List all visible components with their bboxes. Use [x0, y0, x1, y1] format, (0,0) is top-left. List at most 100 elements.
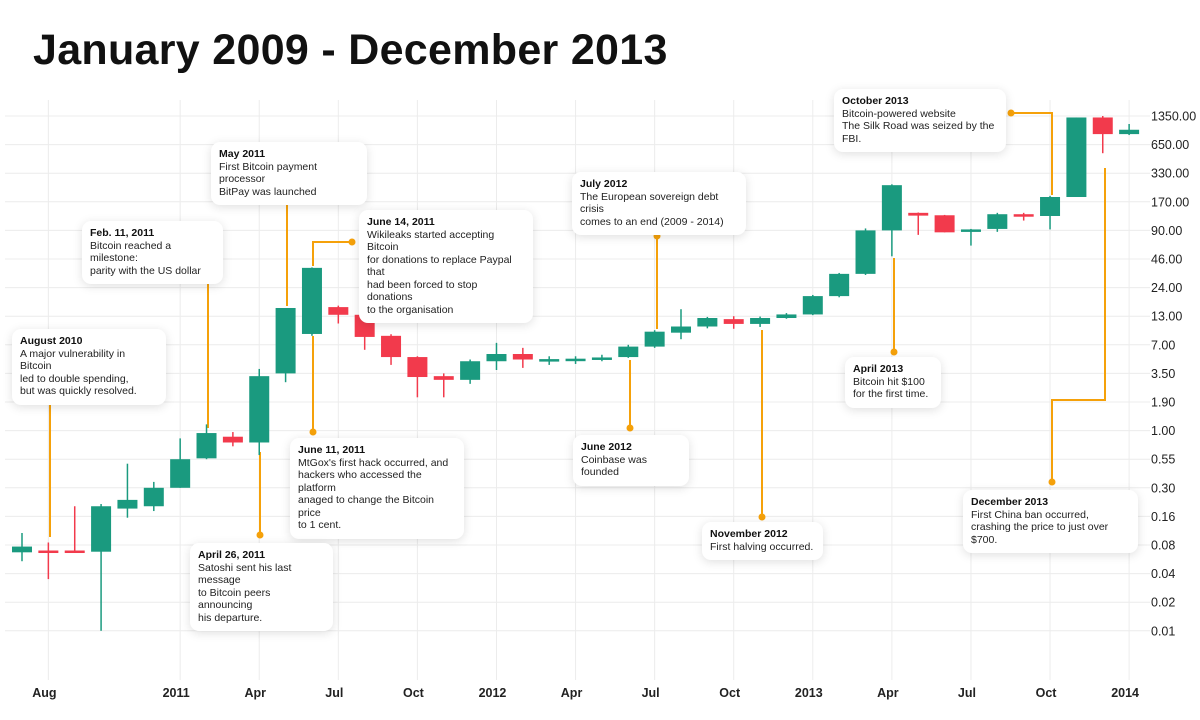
annotation-connectors — [49, 112, 1106, 537]
connector-oct-2013 — [1011, 112, 1053, 195]
x-tick-label: Apr — [244, 686, 266, 700]
x-tick-label: Apr — [877, 686, 899, 700]
annotation-jul-2012: July 2012 The European sovereign debt cr… — [572, 172, 746, 235]
candle — [591, 354, 612, 362]
candle — [170, 438, 191, 488]
annotation-date: December 2013 — [971, 496, 1049, 508]
candle — [512, 347, 533, 368]
y-tick-label: 650.00 — [1151, 138, 1189, 152]
annotation-text: First halving occurred. — [710, 540, 814, 553]
candle — [196, 424, 217, 460]
candle — [1040, 195, 1061, 230]
candle — [750, 316, 771, 327]
annotation-text: A major vulnerability in Bitcoin led to … — [20, 347, 137, 398]
candle-body — [987, 214, 1008, 229]
candle-body — [644, 331, 665, 347]
annotation-date: May 2011 — [219, 148, 266, 160]
candle-body — [12, 546, 32, 553]
annotation-text: Coinbase was founded — [581, 453, 647, 479]
candle — [855, 228, 876, 275]
annotation-date: June 14, 2011 — [367, 216, 435, 228]
annotation-apr-2011: April 26, 2011 Satoshi sent his last mes… — [190, 543, 333, 631]
annotation-dot — [348, 238, 356, 246]
annotation-date: April 26, 2011 — [198, 549, 266, 561]
candle — [381, 334, 402, 365]
candle-body — [934, 215, 955, 233]
candle-body — [908, 212, 929, 216]
candle-body — [539, 359, 560, 362]
candle-body — [407, 357, 428, 378]
candle — [275, 307, 296, 383]
x-tick-label: Jul — [325, 686, 343, 700]
candle-body — [1119, 129, 1140, 135]
x-tick-label: Oct — [403, 686, 425, 700]
candle — [908, 212, 929, 235]
candle-body — [249, 376, 270, 443]
candle — [671, 309, 691, 340]
annotation-nov-2012: November 2012 First halving occurred. — [702, 522, 823, 560]
x-tick-label: Aug — [32, 686, 56, 700]
annotation-dec-2013: December 2013 First China ban occurred, … — [963, 490, 1138, 553]
y-tick-label: 0.08 — [1151, 539, 1175, 553]
annotation-apr-2013: April 2013 Bitcoin hit $100 for the firs… — [845, 357, 941, 408]
annotation-text: MtGox's first hack occurred, and hackers… — [298, 456, 449, 532]
candle — [697, 316, 718, 329]
candle-body — [829, 273, 850, 297]
annotation-date: July 2012 — [580, 178, 628, 190]
y-tick-label: 0.04 — [1151, 567, 1175, 581]
candle-body — [565, 358, 586, 362]
annotation-text: Bitcoin hit $100 for the first time. — [853, 375, 929, 401]
candle — [934, 214, 955, 233]
y-tick-label: 0.30 — [1151, 481, 1175, 495]
candle-body — [855, 230, 876, 274]
y-axis: 1350.00 650.00 330.00 170.00 90.00 46.00 24.00… — [1151, 110, 1196, 639]
x-tick-label: 2014 — [1111, 686, 1139, 700]
connector-jun14-2011 — [312, 241, 352, 266]
annotation-text: The European sovereign debt crisis comes… — [580, 190, 724, 228]
candle-body — [1013, 214, 1034, 217]
chart-title: January 2009 - December 2013 — [33, 26, 668, 74]
annotation-text: Bitcoin reached a milestone: parity with… — [90, 239, 201, 277]
x-tick-label: 2013 — [795, 686, 823, 700]
annotation-dot — [1007, 109, 1015, 117]
annotation-dot — [256, 531, 264, 539]
y-tick-label: 0.16 — [1151, 510, 1175, 524]
candle-body — [38, 550, 59, 554]
candle — [829, 272, 850, 298]
candle-body — [618, 346, 639, 358]
candle — [91, 504, 112, 631]
annotation-date: April 2013 — [853, 363, 904, 375]
x-tick-label: Jul — [958, 686, 976, 700]
annotation-jun14-2011: June 14, 2011 Wikileaks started acceptin… — [359, 210, 533, 323]
candles — [12, 116, 1140, 631]
candle-body — [117, 499, 138, 509]
annotation-aug-2010: August 2010 A major vulnerability in Bit… — [12, 329, 166, 405]
candle — [1092, 116, 1113, 154]
annotation-dot — [1048, 478, 1056, 486]
candle — [723, 316, 744, 329]
candle — [776, 313, 797, 319]
candle-body — [1092, 117, 1113, 135]
candle-body — [381, 335, 402, 358]
candle-body — [723, 319, 744, 324]
candle-body — [750, 318, 771, 324]
candle — [486, 342, 507, 371]
candle — [117, 463, 138, 518]
y-tick-label: 1350.00 — [1151, 110, 1196, 124]
annotation-oct-2013: October 2013 Bitcoin-powered website The… — [834, 89, 1006, 152]
annotation-date: June 2012 — [581, 441, 632, 453]
candle-body — [1040, 197, 1061, 216]
candle — [644, 330, 665, 348]
candle — [460, 359, 481, 384]
candle-body — [802, 296, 823, 315]
candle — [143, 481, 164, 512]
candle — [407, 356, 428, 398]
candle-body — [196, 433, 217, 459]
y-tick-label: 0.02 — [1151, 596, 1175, 610]
annotation-text: Wikileaks started accepting Bitcoin for … — [367, 228, 512, 316]
candle-body — [776, 314, 797, 319]
candle-body — [512, 354, 533, 360]
candle-body — [301, 267, 322, 334]
x-tick-label: 2011 — [163, 686, 190, 700]
